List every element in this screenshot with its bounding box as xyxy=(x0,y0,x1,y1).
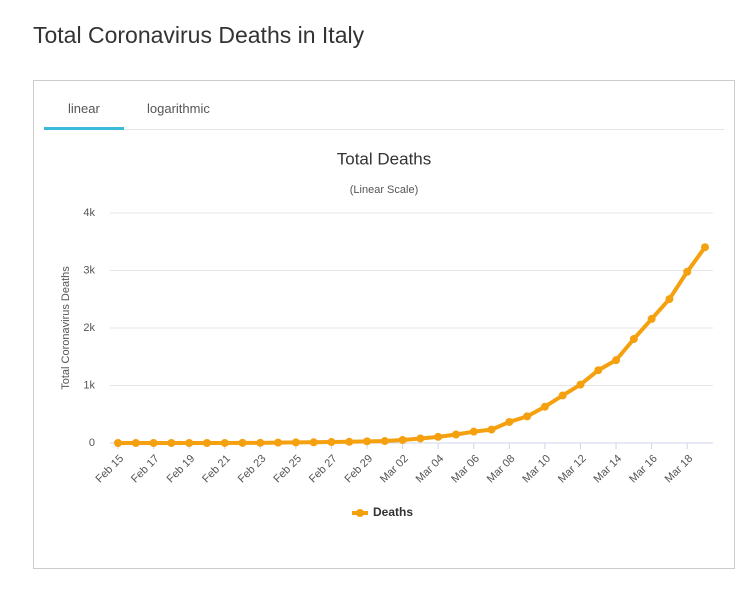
data-point xyxy=(487,425,496,434)
chart-box: linear logarithmic xyxy=(33,80,735,569)
data-point xyxy=(576,380,585,389)
data-point xyxy=(523,412,532,421)
tab[interactable]: linear xyxy=(44,101,124,130)
data-point xyxy=(451,430,460,439)
data-point xyxy=(647,314,656,323)
x-tick-label: Mar 08 xyxy=(485,453,518,486)
x-tick-label: Feb 23 xyxy=(236,453,269,486)
data-point xyxy=(202,439,211,447)
page-title: Total Coronavirus Deaths in Italy xyxy=(33,22,365,48)
data-point xyxy=(345,437,354,446)
data-point xyxy=(540,402,549,411)
data-point xyxy=(612,356,621,365)
y-tick-label: 0 xyxy=(89,437,95,449)
x-tick-label: Mar 18 xyxy=(663,453,696,486)
y-tick-label: 2k xyxy=(83,322,95,334)
data-point xyxy=(558,391,567,400)
series-line xyxy=(118,246,707,445)
data-point xyxy=(114,439,122,447)
data-point xyxy=(131,439,140,447)
x-tick-label: Mar 10 xyxy=(520,453,553,486)
x-tick-label: Mar 16 xyxy=(627,453,660,486)
x-tick-label: Feb 29 xyxy=(343,453,376,486)
data-point xyxy=(256,438,265,447)
x-tick-label: Mar 04 xyxy=(414,453,447,486)
data-point xyxy=(505,417,514,426)
chart-title: Total Deaths xyxy=(337,149,432,168)
data-point xyxy=(309,438,318,447)
y-tick-label: 4k xyxy=(83,207,95,219)
legend-symbol xyxy=(356,509,364,517)
data-point xyxy=(220,438,229,447)
y-tick-label: 1k xyxy=(83,379,95,391)
tab[interactable]: logarithmic xyxy=(147,101,210,116)
x-tick-label: Feb 27 xyxy=(307,453,340,486)
data-point xyxy=(149,439,158,447)
y-tick-label: 3k xyxy=(83,264,95,276)
data-point xyxy=(469,427,478,436)
data-point xyxy=(238,438,247,447)
data-point xyxy=(274,438,283,447)
tabs: linear logarithmic xyxy=(44,81,724,130)
data-point xyxy=(167,439,176,447)
legend-label: Deaths xyxy=(373,505,413,519)
x-tick-label: Feb 17 xyxy=(129,453,162,486)
x-tick-label: Feb 25 xyxy=(271,453,304,486)
x-tick-label: Mar 12 xyxy=(556,453,589,486)
data-point xyxy=(594,366,603,375)
data-point xyxy=(665,295,674,304)
data-point xyxy=(380,437,389,446)
data-point xyxy=(629,334,638,343)
data-point xyxy=(416,434,425,443)
x-tick-label: Mar 14 xyxy=(592,453,625,486)
x-tick-label: Mar 02 xyxy=(378,453,411,486)
data-point xyxy=(185,439,194,447)
data-point xyxy=(398,436,407,445)
data-point xyxy=(291,438,300,447)
x-tick-label: Mar 06 xyxy=(449,453,482,486)
chart-subtitle: (Linear Scale) xyxy=(350,184,418,196)
x-tick-label: Feb 19 xyxy=(165,453,198,486)
x-tick-label: Feb 15 xyxy=(93,453,126,486)
data-point xyxy=(327,438,336,447)
y-axis-label: Total Coronavirus Deaths xyxy=(60,266,72,390)
x-tick-label: Feb 21 xyxy=(200,453,233,486)
data-point xyxy=(701,243,709,252)
data-point xyxy=(683,267,692,276)
data-point xyxy=(434,432,443,441)
data-point xyxy=(363,437,372,446)
